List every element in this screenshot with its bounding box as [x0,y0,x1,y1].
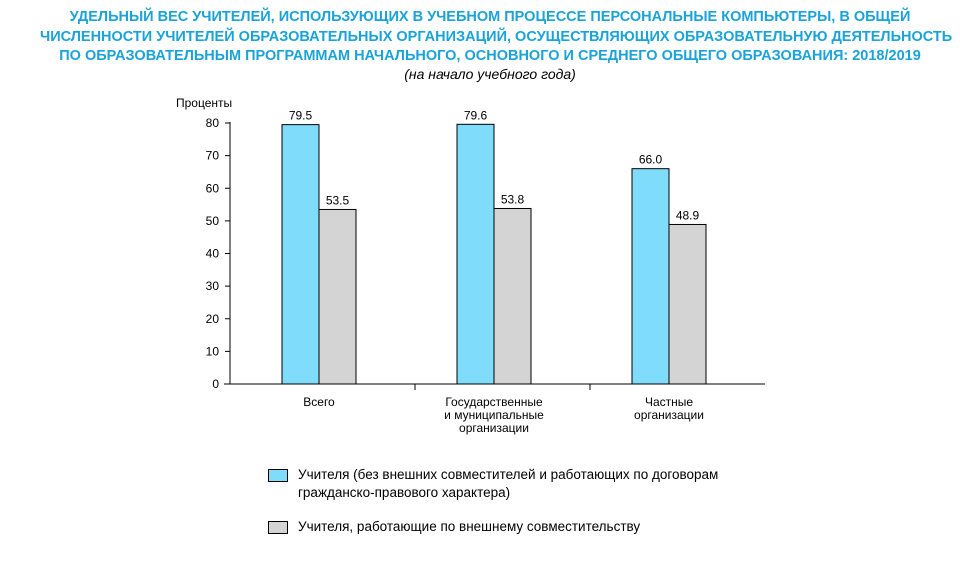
legend-label-series2: Учителя, работающие по внешнему совмести… [298,519,641,534]
y-tick-label: 50 [206,214,220,228]
data-label: 79.6 [464,108,488,122]
chart-title: УДЕЛЬНЫЙ ВЕС УЧИТЕЛЕЙ, ИСПОЛЬЗУЮЩИХ В УЧ… [40,8,953,67]
bar [318,208,357,385]
title-line: ЧИСЛЕННОСТИ УЧИТЕЛЕЙ ОБРАЗОВАТЕЛЬНЫХ ОРГ… [40,28,953,45]
x-tick-label: организации [459,421,529,435]
legend-label-line: Учителя (без внешних совместителей и раб… [298,467,719,482]
legend-item-external: Учителя, работающие по внешнему совмести… [268,518,718,536]
y-tick-label: 70 [206,149,220,163]
bar [493,207,532,385]
y-tick-label: 0 [212,377,219,391]
legend-item-teachers: Учителя (без внешних совместителей и раб… [268,466,718,502]
data-label: 66.0 [639,153,663,167]
legend: Учителя (без внешних совместителей и раб… [268,466,718,552]
y-tick-label: 10 [206,344,220,358]
title-line: УДЕЛЬНЫЙ ВЕС УЧИТЕЛЕЙ, ИСПОЛЬЗУЮЩИХ В УЧ… [69,9,911,25]
legend-label-series1: Учителя (без внешних совместителей и раб… [298,466,718,502]
y-tick-label: 60 [206,181,220,195]
x-tick-label: Всего [303,395,335,409]
legend-label-line: гражданско-правового характера) [298,485,511,500]
bar [281,124,320,385]
x-tick-label: Государственные [445,395,543,409]
y-tick-label: 40 [206,247,220,261]
x-tick-label: Частные [645,395,693,409]
bar [631,168,670,385]
bar [456,123,495,385]
legend-swatch-series2 [268,521,288,534]
x-tick-label: организации [634,408,704,422]
y-tick-label: 30 [206,279,220,293]
legend-swatch-series1 [268,469,288,482]
data-label: 53.8 [501,192,525,206]
title-line: ПО ОБРАЗОВАТЕЛЬНЫМ ПРОГРАММАМ НАЧАЛЬНОГО… [59,48,921,64]
data-label: 48.9 [676,208,700,222]
y-tick-label: 80 [206,116,220,130]
y-axis-label: Проценты [176,96,232,110]
x-tick-label: и муниципальные [444,408,544,422]
chart-subtitle: (на начало учебного года) [404,66,576,82]
bar [668,223,707,385]
y-tick-label: 20 [206,312,220,326]
data-label: 53.5 [326,193,350,207]
data-label: 79.5 [289,109,313,123]
